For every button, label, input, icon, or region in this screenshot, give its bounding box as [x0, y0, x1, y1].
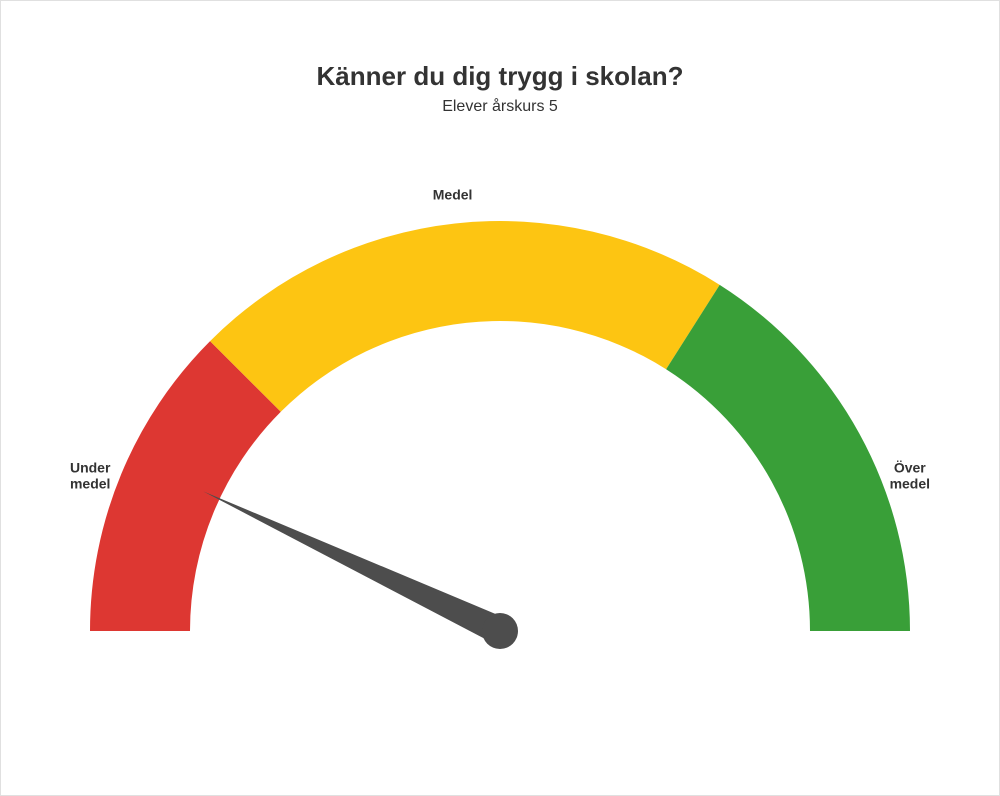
gauge-needle [203, 491, 506, 643]
chart-subtitle: Elever årskurs 5 [1, 98, 999, 116]
gauge-segment-2 [666, 285, 910, 631]
gauge-segment-1 [210, 221, 720, 412]
gauge-chart: Undermedel Medel Övermedel [50, 161, 950, 681]
chart-frame: Känner du dig trygg i skolan? Elever års… [0, 0, 1000, 796]
titles-block: Känner du dig trygg i skolan? Elever års… [1, 1, 999, 116]
gauge-pivot [482, 613, 518, 649]
gauge-label-2: Övermedel [890, 460, 930, 492]
chart-title: Känner du dig trygg i skolan? [1, 61, 999, 92]
gauge-label-1: Medel [433, 187, 473, 203]
gauge-segment-0 [90, 341, 281, 631]
gauge-label-0: Undermedel [70, 460, 111, 492]
gauge-container: Undermedel Medel Övermedel [1, 161, 999, 681]
